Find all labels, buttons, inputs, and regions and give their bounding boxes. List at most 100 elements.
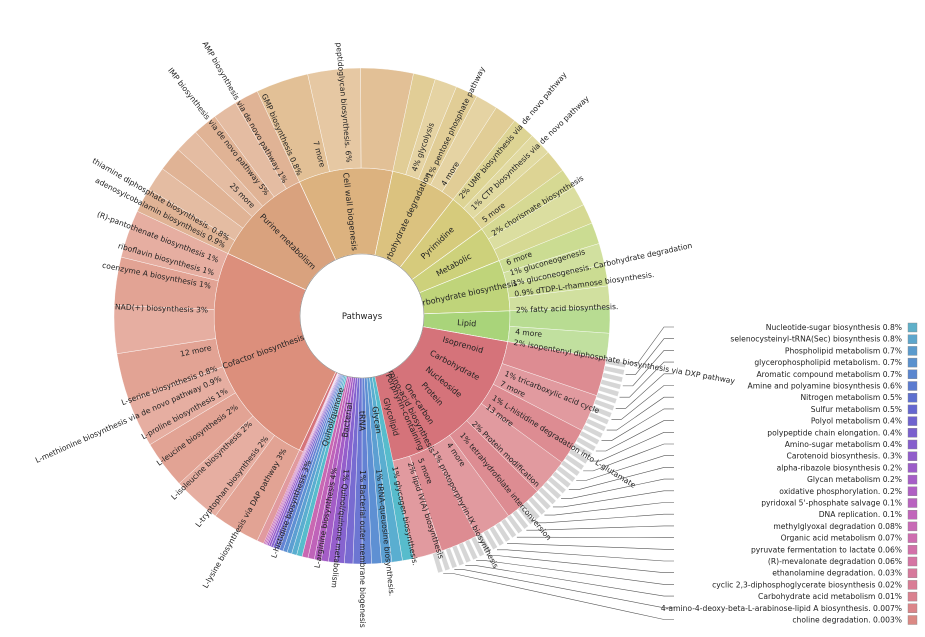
outer-sliver <box>445 547 458 569</box>
outer-sliver <box>568 448 589 465</box>
legend-swatch <box>907 486 918 496</box>
outer-sliver <box>591 405 613 418</box>
outer-sliver <box>470 536 485 557</box>
leaf-label: NAD(+) biosynthesis 3% <box>115 302 208 314</box>
legend-item[interactable]: Aromatic compound metabolism 0.7% <box>615 369 918 409</box>
ring1-label: tRNA <box>358 411 367 432</box>
legend-leader <box>625 338 674 375</box>
legend-label: Amine and polyamine biosynthesis 0.6% <box>748 382 902 391</box>
legend-item[interactable]: Phospholipid metabolism 0.7% <box>622 346 918 387</box>
outer-sliver <box>593 398 615 411</box>
legend-swatch <box>907 615 918 625</box>
legend-label: (R)-mevalonate degradation 0.06% <box>768 557 902 566</box>
legend-swatch <box>907 334 918 344</box>
legend-label: Glycan metabolism 0.2% <box>807 475 902 484</box>
legend-leader <box>465 565 674 597</box>
legend-item[interactable]: Amine and polyamine biosynthesis 0.6% <box>611 381 918 420</box>
legend-label: Carbohydrate acid metabolism 0.01% <box>758 592 902 601</box>
outer-sliver <box>560 460 581 477</box>
legend-leader <box>526 525 674 531</box>
outer-sliver <box>438 549 451 571</box>
legend-swatch <box>907 603 918 613</box>
legend-leader <box>601 408 674 441</box>
legend-swatch <box>907 580 918 590</box>
outer-sliver <box>603 365 625 376</box>
legend-item[interactable]: oxidative phosphorylation. 0.2% <box>552 486 918 508</box>
legend-item[interactable]: alpha-ribazole biosynthesis 0.2% <box>568 463 918 490</box>
legend-swatch <box>907 369 918 379</box>
legend-leader <box>507 543 674 550</box>
outer-sliver <box>483 529 498 550</box>
outer-sliver <box>512 510 529 530</box>
outer-sliver <box>579 430 600 445</box>
legend-item[interactable]: methylglyoxal degradation 0.08% <box>526 521 918 532</box>
legend-item[interactable]: Sulfur metabolism 0.5% <box>601 404 918 441</box>
outer-sliver <box>600 379 622 390</box>
legend-item[interactable]: Nitrogen metabolism 0.5% <box>606 393 918 431</box>
legend-swatch <box>907 510 918 520</box>
legend-item[interactable]: glycerophospholipid metabolism. 0.7% <box>619 357 918 398</box>
legend-swatch <box>907 545 918 555</box>
outer-sliver <box>477 533 492 554</box>
legend-label: pyridoxal 5'-phosphate salvage 0.1% <box>761 499 902 508</box>
legend-swatch <box>907 322 918 333</box>
outer-sliver <box>542 481 562 500</box>
legend-label: Nucleotide-sugar biosynthesis 0.8% <box>766 323 902 332</box>
legend-swatch <box>907 404 918 415</box>
legend: Nucleotide-sugar biosynthesis 0.8% seleno… <box>443 322 918 625</box>
legend-item[interactable]: choline degradation. 0.003% <box>443 573 918 625</box>
legend-item[interactable]: Organic acid metabolism 0.07% <box>516 533 918 543</box>
legend-item[interactable]: pyridoxal 5'-phosphate salvage 0.1% <box>544 498 918 516</box>
legend-label: DNA replication. 0.1% <box>819 510 902 519</box>
legend-item[interactable]: (R)-mevalonate degradation 0.06% <box>497 549 918 567</box>
outer-sliver <box>522 501 541 521</box>
legend-leader <box>627 326 674 364</box>
legend-leader <box>497 549 674 562</box>
legend-item[interactable]: DNA replication. 0.1% <box>535 510 918 524</box>
legend-leader <box>561 478 674 499</box>
legend-leader <box>576 455 674 481</box>
outer-sliver <box>506 514 523 534</box>
legend-label: polypeptide chain elongation. 0.4% <box>767 428 902 437</box>
legend-item[interactable]: 4-amino-4-deoxy-beta-L-arabinose-lipid A… <box>454 569 918 613</box>
legend-item[interactable]: polypeptide chain elongation. 0.4% <box>589 428 918 462</box>
center-label: Pathways <box>342 312 383 322</box>
ring1-label: Lipid <box>457 318 477 328</box>
legend-item[interactable]: Glycan metabolism 0.2% <box>561 474 918 499</box>
legend-item[interactable]: Carotenoid biosynthesis. 0.3% <box>576 451 918 481</box>
legend-item[interactable]: pyruvate fermentation to lactate 0.06% <box>507 543 918 555</box>
legend-leader <box>583 443 674 472</box>
legend-item[interactable]: selenocysteinyl-tRNA(Sec) biosynthesis 0… <box>625 334 918 375</box>
legend-leader <box>535 513 674 524</box>
legend-label: glycerophospholipid metabolism. 0.7% <box>754 358 902 367</box>
leaf-label: 2% fatty acid biosynthesis. <box>516 302 619 315</box>
outer-sliver <box>564 454 585 471</box>
legend-leader <box>443 573 674 620</box>
outer-sliver <box>458 542 472 564</box>
ring1-label: Glycan <box>370 406 383 435</box>
outer-sliver <box>533 491 552 511</box>
legend-swatch <box>907 393 918 403</box>
legend-label: Carotenoid biosynthesis. 0.3% <box>787 452 902 461</box>
outer-sliver <box>489 526 505 547</box>
legend-item[interactable]: Carbohydrate acid metabolism 0.01% <box>465 565 918 602</box>
legend-item[interactable]: ethanolamine degradation. 0.03% <box>486 555 918 578</box>
outer-sliver <box>602 372 624 383</box>
legend-item[interactable]: cyclic 2,3-diphosphoglycerate biosynthes… <box>476 560 918 590</box>
outer-sliver <box>596 392 618 404</box>
legend-item[interactable]: Amino-sugar metabolism 0.4% <box>583 439 918 472</box>
outer-sliver <box>605 358 627 368</box>
center-circle[interactable] <box>299 253 425 379</box>
legend-leader <box>568 467 674 490</box>
legend-label: choline degradation. 0.003% <box>792 616 902 625</box>
legend-leader <box>606 396 674 431</box>
legend-label: Amino-sugar metabolism 0.4% <box>785 440 902 449</box>
legend-label: Organic acid metabolism 0.07% <box>781 534 902 543</box>
outer-sliver <box>551 471 572 489</box>
leaf-label: 4 more <box>515 327 543 339</box>
legend-item[interactable]: Nucleotide-sugar biosynthesis 0.8% <box>627 322 918 364</box>
legend-label: Polyol metabolism 0.4% <box>811 417 902 426</box>
legend-item[interactable]: Polyol metabolism 0.4% <box>595 416 918 452</box>
legend-leader <box>544 502 674 516</box>
